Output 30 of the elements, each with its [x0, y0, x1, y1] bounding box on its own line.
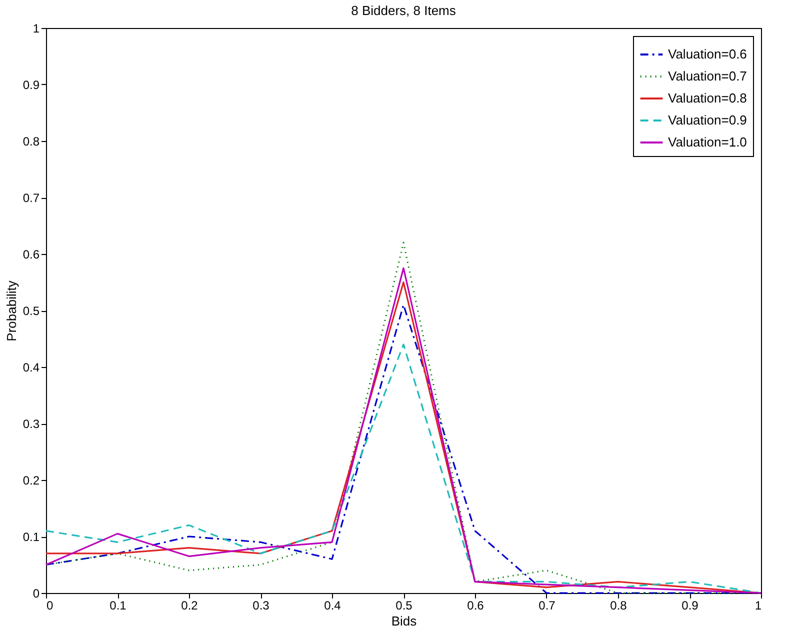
legend-label: Valuation=0.6	[668, 46, 747, 62]
x-tick-label: 1	[754, 598, 762, 612]
legend-label: Valuation=1.0	[668, 134, 747, 150]
x-tick-label: 0.6	[467, 598, 484, 612]
y-tick-label: 0.3	[22, 417, 40, 431]
x-tick-label: 0.3	[252, 598, 270, 612]
legend-label: Valuation=0.9	[668, 112, 747, 128]
y-tick-label: 0	[32, 586, 40, 600]
x-tick-label: 0.4	[324, 598, 342, 612]
x-tick-label: 0.2	[181, 598, 198, 612]
x-tick-label: 0	[46, 598, 54, 612]
legend-label: Valuation=0.8	[668, 90, 747, 106]
x-tick-label: 0.8	[610, 598, 628, 612]
chart-title: 8 Bidders, 8 Items	[351, 3, 456, 18]
x-axis-title: Bids	[391, 614, 418, 628]
y-tick-label: 1	[32, 22, 40, 36]
legend-label: Valuation=0.7	[668, 68, 747, 84]
y-tick-label: 0.5	[22, 304, 40, 318]
y-tick-label: 0.1	[22, 530, 40, 544]
y-tick-label: 0.4	[22, 360, 40, 374]
x-tick-label: 0.7	[538, 598, 556, 612]
y-tick-label: 0.6	[22, 248, 40, 262]
x-tick-label: 0.9	[682, 598, 699, 612]
y-tick-label: 0.2	[22, 474, 40, 488]
y-tick-label: 0.9	[22, 78, 40, 92]
y-axis-title: Probability	[4, 280, 19, 342]
y-tick-label: 0.7	[22, 191, 40, 205]
x-tick-label: 0.1	[110, 598, 127, 612]
x-tick-label: 0.5	[396, 598, 413, 612]
y-tick-label: 0.8	[22, 134, 40, 148]
